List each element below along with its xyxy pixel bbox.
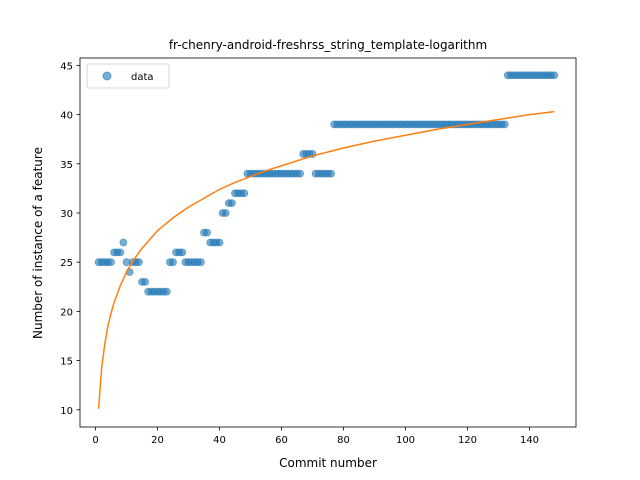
x-tick-label: 140	[520, 435, 539, 446]
x-tick-label: 120	[458, 435, 477, 446]
data-point	[196, 258, 205, 267]
data-point	[134, 258, 143, 267]
data-point	[215, 238, 224, 247]
data-point	[327, 169, 336, 178]
y-tick-label: 40	[60, 111, 73, 122]
chart-title: fr-chenry-android-freshrss_string_templa…	[169, 38, 487, 52]
x-tick-label: 40	[213, 435, 226, 446]
legend-marker	[102, 71, 112, 81]
data-point	[116, 248, 125, 257]
y-tick-label: 15	[60, 357, 73, 368]
data-point	[221, 209, 230, 217]
y-axis-label: Number of instance of a feature	[31, 147, 45, 339]
y-tick-label: 30	[60, 209, 73, 220]
data-point	[550, 71, 559, 80]
x-axis-label: Commit number	[279, 456, 377, 470]
x-tick-label: 0	[92, 435, 98, 446]
legend-label: data	[131, 72, 154, 83]
y-tick-label: 20	[60, 307, 73, 318]
data-point	[107, 258, 115, 267]
x-tick-label: 100	[396, 435, 415, 446]
y-tick-label: 35	[60, 160, 73, 171]
data-point	[178, 248, 187, 257]
data-point	[203, 228, 212, 237]
fit-line	[97, 110, 555, 409]
x-tick-label: 80	[337, 435, 350, 446]
data-point	[227, 199, 236, 208]
x-tick-label: 20	[151, 435, 164, 446]
data-point	[296, 169, 305, 178]
data-point	[141, 277, 150, 286]
data-point	[169, 258, 177, 267]
y-tick-label: 10	[60, 406, 73, 417]
axes-frame	[79, 57, 577, 428]
y-tick-label: 45	[60, 61, 73, 72]
data-point	[119, 238, 128, 247]
legend-box	[86, 63, 170, 89]
plot-area: 0 20 40 60 80 100 120 140 10 15 20 25 30 35 40 45 data	[60, 57, 577, 446]
y-tick-label: 25	[60, 258, 73, 269]
data-point	[500, 120, 509, 129]
x-tick-label: 60	[275, 435, 288, 446]
data-point	[240, 189, 249, 198]
data-point	[162, 287, 171, 296]
